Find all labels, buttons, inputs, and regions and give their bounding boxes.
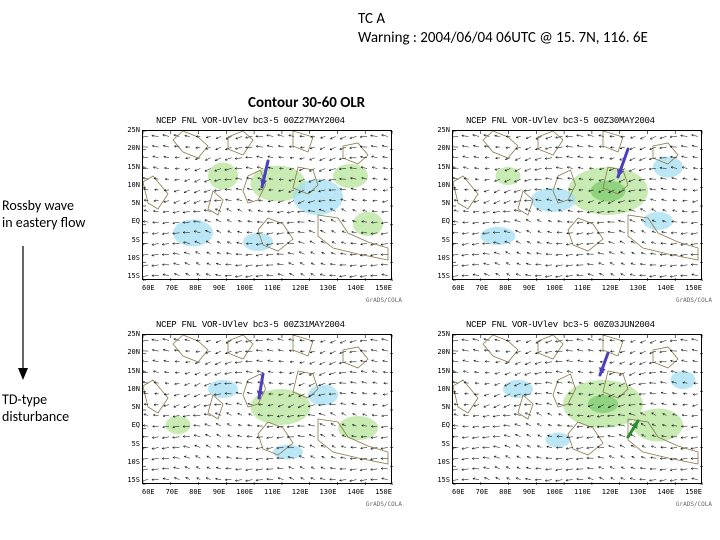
panel-grid: NCEP FNL VOR-UVlev bc3-5 00Z27MAY2004 25…	[116, 116, 716, 510]
map-panel-1: NCEP FNL VOR-UVlev bc3-5 00Z30MAY2004 25…	[426, 116, 716, 306]
panel-title: NCEP FNL VOR-UVlev bc3-5 00Z03JUN2004	[466, 320, 655, 330]
axes-box	[452, 130, 702, 280]
x-tick-labels: 60E70E80E90E100E110E120E130E140E150E	[452, 488, 702, 496]
header-line2: Warning : 2004/06/04 06UTC @ 15. 7N, 116…	[358, 29, 648, 48]
grads-label: GrADS/COLA	[366, 501, 402, 508]
y-tick-labels: 25N20N15N10N5NEQ5S10S15S	[116, 330, 140, 484]
axes-box	[452, 334, 702, 484]
y-tick-labels: 25N20N15N10N5NEQ5S10S15S	[116, 126, 140, 280]
panel-title: NCEP FNL VOR-UVlev bc3-5 00Z30MAY2004	[466, 116, 655, 126]
label-rossby: Rossby wavein eastery flow	[2, 198, 85, 232]
slide: TC A Warning : 2004/06/04 06UTC @ 15. 7N…	[0, 0, 720, 540]
axes-box	[142, 130, 392, 280]
panel-title: NCEP FNL VOR-UVlev bc3-5 00Z31MAY2004	[156, 320, 345, 330]
grads-label: GrADS/COLA	[676, 297, 712, 304]
y-tick-labels: 25N20N15N10N5NEQ5S10S15S	[426, 330, 450, 484]
contour-subtitle: Contour 30-60 OLR	[248, 94, 365, 112]
map-panel-3: NCEP FNL VOR-UVlev bc3-5 00Z03JUN2004 25…	[426, 320, 716, 510]
x-tick-labels: 60E70E80E90E100E110E120E130E140E150E	[142, 284, 392, 292]
header-block: TC A Warning : 2004/06/04 06UTC @ 15. 7N…	[358, 10, 648, 48]
header-line1: TC A	[358, 10, 648, 29]
x-tick-labels: 60E70E80E90E100E110E120E130E140E150E	[142, 488, 392, 496]
y-tick-labels: 25N20N15N10N5NEQ5S10S15S	[426, 126, 450, 280]
map-panel-2: NCEP FNL VOR-UVlev bc3-5 00Z31MAY2004 25…	[116, 320, 406, 510]
axes-box	[142, 334, 392, 484]
x-tick-labels: 60E70E80E90E100E110E120E130E140E150E	[452, 284, 702, 292]
grads-label: GrADS/COLA	[366, 297, 402, 304]
grads-label: GrADS/COLA	[676, 501, 712, 508]
label-td: TD-typedisturbance	[2, 392, 69, 426]
panel-title: NCEP FNL VOR-UVlev bc3-5 00Z27MAY2004	[156, 116, 345, 126]
map-panel-0: NCEP FNL VOR-UVlev bc3-5 00Z27MAY2004 25…	[116, 116, 406, 306]
